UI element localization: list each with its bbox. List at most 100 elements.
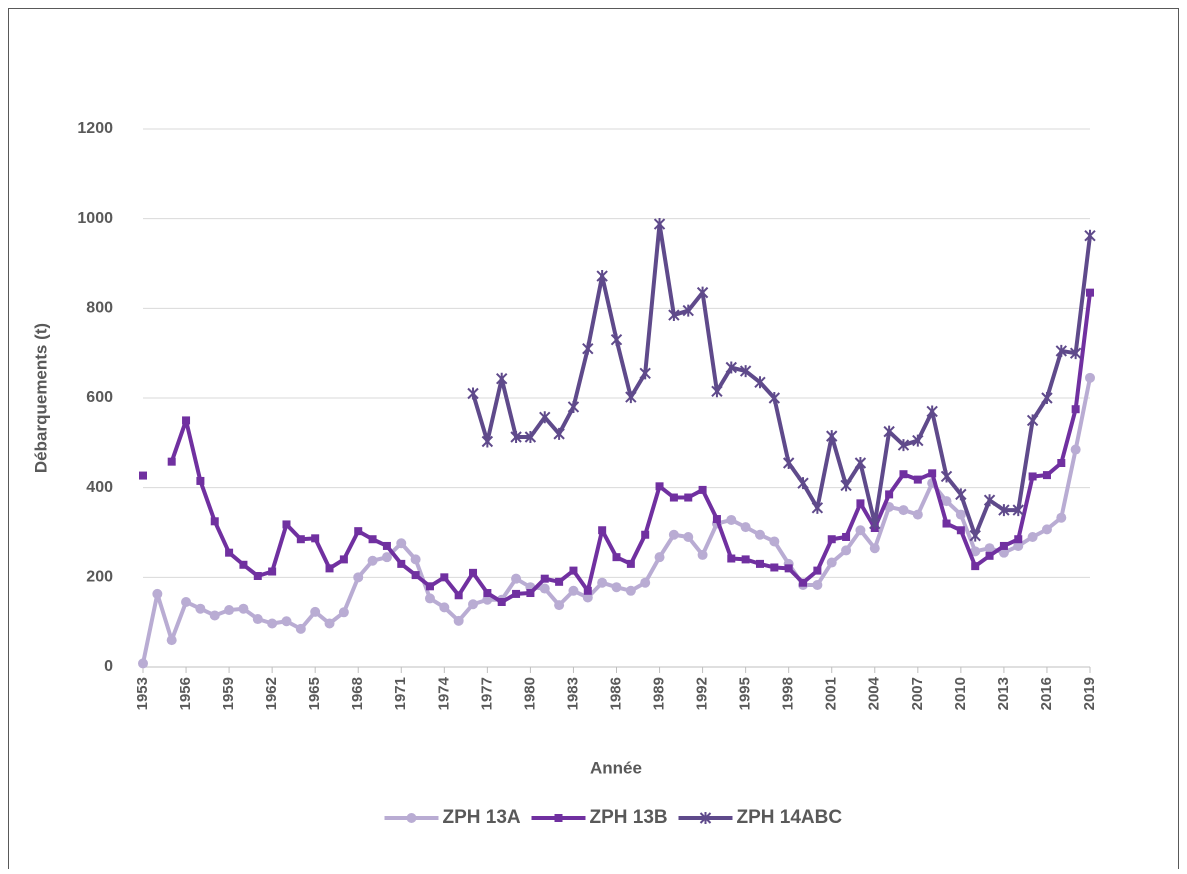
legend-label: ZPH 13B [590, 807, 668, 828]
x-tick-label: 2019 [1081, 677, 1098, 710]
point [1086, 288, 1094, 297]
point [797, 477, 809, 490]
point [252, 614, 263, 625]
y-tick-label: 400 [86, 479, 113, 496]
point [1085, 372, 1095, 383]
point [1071, 405, 1080, 414]
point [567, 400, 580, 413]
point [553, 427, 565, 440]
x-axis-label: Année [590, 758, 642, 777]
point [653, 218, 666, 231]
point [524, 431, 537, 444]
point [406, 813, 417, 823]
point [841, 545, 852, 556]
point [740, 522, 751, 533]
point [1014, 535, 1023, 544]
point [583, 586, 592, 595]
y-tick-label: 600 [86, 389, 113, 406]
point [295, 623, 306, 634]
x-tick-label: 2010 [952, 677, 969, 710]
point [739, 365, 752, 378]
x-tick-label: 1956 [177, 677, 194, 710]
point [482, 594, 493, 605]
point [926, 405, 938, 418]
x-tick-label: 1980 [521, 677, 538, 710]
point [1055, 344, 1068, 357]
point [727, 554, 736, 563]
point [224, 605, 235, 616]
point [941, 496, 952, 507]
point [467, 387, 479, 400]
point [626, 559, 635, 568]
point [324, 618, 335, 629]
point [754, 376, 766, 389]
point [440, 573, 449, 582]
point [439, 602, 450, 613]
point [311, 534, 320, 543]
point [655, 482, 664, 491]
point [755, 559, 764, 568]
x-tick-label: 1965 [306, 677, 323, 710]
point [811, 501, 824, 514]
point [196, 476, 205, 485]
point [1070, 444, 1081, 455]
series-line [471, 222, 1092, 538]
point [898, 505, 909, 516]
point [697, 549, 708, 560]
point [1042, 471, 1051, 480]
point [367, 555, 378, 566]
chart-frame [8, 8, 1179, 874]
point [1013, 540, 1024, 551]
point [640, 577, 651, 588]
point [582, 342, 594, 355]
x-tick-label: 1998 [780, 677, 797, 710]
legend-label: ZPH 13A [443, 807, 521, 828]
point [784, 564, 793, 573]
point [985, 551, 994, 560]
point [827, 535, 836, 544]
point [610, 333, 623, 346]
y-tick-label: 1200 [77, 120, 113, 137]
point [769, 536, 780, 547]
x-tick-label: 1971 [392, 677, 409, 710]
point [526, 589, 535, 598]
point [483, 589, 492, 598]
point [152, 588, 163, 599]
point [596, 270, 608, 283]
point [641, 530, 650, 539]
point [354, 527, 363, 536]
point [511, 573, 522, 584]
point [725, 361, 737, 374]
point [683, 531, 694, 542]
point [167, 457, 176, 466]
point [138, 658, 148, 669]
point [856, 499, 865, 508]
point [969, 529, 981, 542]
point [454, 591, 463, 600]
point [182, 416, 191, 425]
x-tick-label: 1974 [435, 676, 452, 710]
point [799, 578, 808, 587]
legend-label: ZPH 14ABC [737, 807, 843, 828]
point [711, 385, 723, 398]
point [813, 566, 822, 575]
x-tick-label: 1992 [694, 677, 711, 710]
point [625, 585, 636, 596]
point [210, 517, 219, 526]
point [1026, 414, 1039, 427]
point [684, 493, 693, 502]
point [539, 583, 550, 594]
y-tick-label: 0 [104, 658, 113, 675]
point [669, 493, 678, 502]
point [654, 552, 665, 563]
point [1028, 472, 1037, 481]
point [381, 552, 392, 563]
point [453, 615, 464, 626]
point [699, 812, 712, 824]
point [1041, 524, 1052, 535]
point [253, 571, 262, 580]
point [569, 566, 578, 575]
x-tick-label: 2001 [823, 677, 840, 710]
point [854, 457, 867, 470]
